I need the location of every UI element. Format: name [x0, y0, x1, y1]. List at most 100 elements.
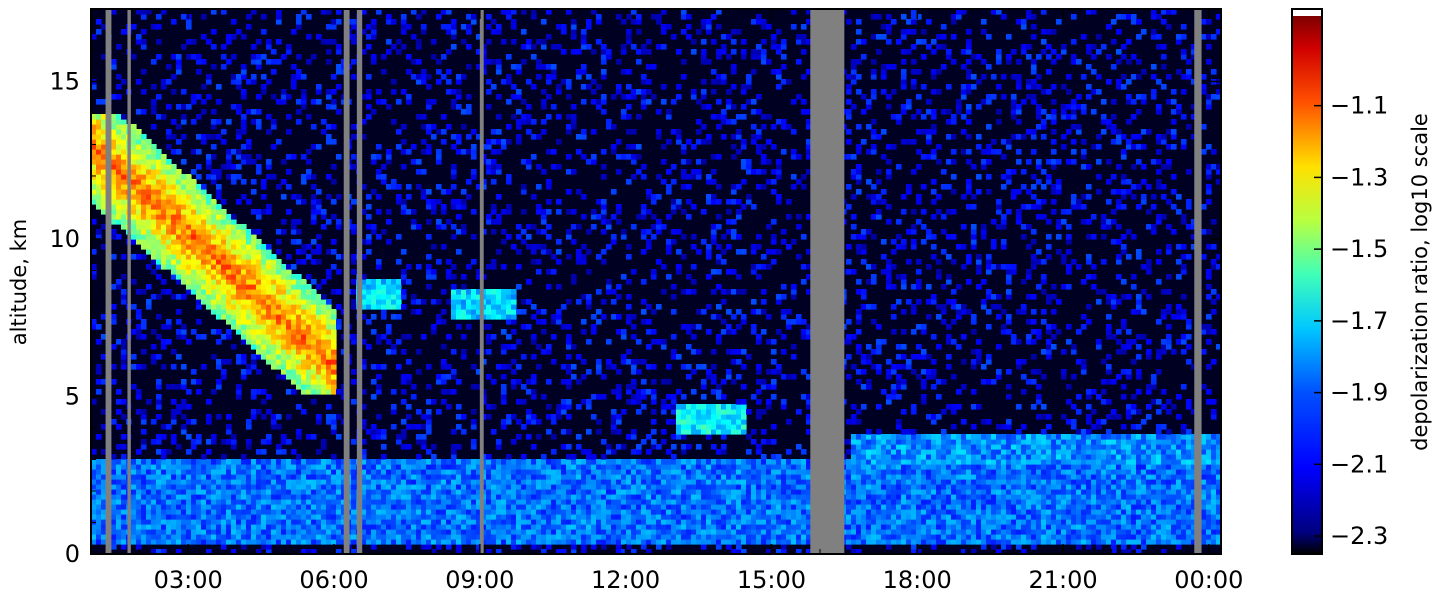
heatmap-cell	[121, 219, 127, 225]
heatmap-cell	[426, 489, 432, 495]
heatmap-cell	[626, 499, 632, 505]
heatmap-cell	[606, 474, 612, 480]
heatmap-cell	[261, 54, 267, 60]
heatmap-cell	[466, 264, 472, 270]
heatmap-cell	[471, 519, 477, 525]
heatmap-cell	[141, 144, 147, 150]
heatmap-cell	[121, 354, 127, 360]
heatmap-cell	[96, 509, 102, 515]
heatmap-cell	[581, 44, 587, 50]
heatmap-cell	[456, 514, 462, 520]
heatmap-cell	[376, 499, 382, 505]
heatmap-cell	[271, 309, 277, 315]
heatmap-cell	[181, 364, 187, 370]
heatmap-cell	[591, 544, 597, 550]
heatmap-cell	[386, 479, 392, 485]
heatmap-cell	[306, 329, 312, 335]
heatmap-cell	[256, 119, 262, 125]
heatmap-cell	[326, 384, 332, 390]
heatmap-cell	[306, 244, 312, 250]
heatmap-cell	[431, 244, 437, 250]
heatmap-cell	[441, 534, 447, 540]
heatmap-cell	[336, 489, 342, 495]
heatmap-cell	[601, 149, 607, 155]
heatmap-cell	[176, 204, 182, 210]
heatmap-cell	[366, 494, 372, 500]
heatmap-cell	[326, 124, 332, 130]
heatmap-cell	[576, 539, 582, 545]
heatmap-cell	[371, 499, 377, 505]
heatmap-cell	[96, 364, 102, 370]
heatmap-cell	[471, 489, 477, 495]
heatmap-cell	[221, 514, 227, 520]
heatmap-cell	[596, 99, 602, 105]
heatmap-cell	[321, 344, 327, 350]
heatmap-cell	[196, 229, 202, 235]
heatmap-cell	[176, 234, 182, 240]
heatmap-cell	[301, 514, 307, 520]
heatmap-cell	[561, 524, 567, 530]
heatmap-cell	[371, 34, 377, 40]
heatmap-cell	[141, 29, 147, 35]
heatmap-cell	[311, 484, 317, 490]
heatmap-cell	[536, 364, 542, 370]
heatmap-cell	[351, 439, 357, 445]
heatmap-cell	[256, 349, 262, 355]
heatmap-cell	[321, 499, 327, 505]
heatmap-cell	[131, 254, 137, 260]
heatmap-cell	[491, 169, 497, 175]
heatmap-cell	[316, 384, 322, 390]
heatmap-cell	[301, 329, 307, 335]
heatmap-cell	[191, 149, 197, 155]
heatmap-cell	[451, 299, 457, 305]
heatmap-cell	[191, 469, 197, 475]
heatmap-cell	[371, 279, 377, 285]
heatmap-cell	[401, 164, 407, 170]
heatmap-cell	[366, 74, 372, 80]
heatmap-cell	[166, 189, 172, 195]
heatmap-cell	[211, 29, 217, 35]
heatmap-cell	[316, 349, 322, 355]
heatmap-cell	[616, 369, 622, 375]
heatmap-cell	[416, 474, 422, 480]
heatmap-cell	[386, 279, 392, 285]
heatmap-cell	[381, 529, 387, 535]
heatmap-cell	[321, 464, 327, 470]
heatmap-cell	[351, 259, 357, 265]
heatmap-cell	[601, 374, 607, 380]
heatmap-cell	[326, 174, 332, 180]
heatmap-cell	[401, 29, 407, 35]
heatmap-cell	[176, 64, 182, 70]
heatmap-cell	[336, 459, 342, 465]
heatmap-cell	[241, 289, 247, 295]
heatmap-cell	[131, 139, 137, 145]
heatmap-cell	[296, 229, 302, 235]
heatmap-cell	[96, 529, 102, 535]
heatmap-cell	[406, 69, 412, 75]
heatmap-cell	[286, 299, 292, 305]
heatmap-cell	[351, 199, 357, 205]
heatmap-cell	[236, 304, 242, 310]
heatmap-cell	[151, 224, 157, 230]
heatmap-cell	[421, 439, 427, 445]
heatmap-cell	[291, 154, 297, 160]
heatmap-cell	[456, 314, 462, 320]
heatmap-cell	[376, 519, 382, 525]
heatmap-cell	[176, 259, 182, 265]
heatmap-cell	[431, 329, 437, 335]
heatmap-cell	[121, 289, 127, 295]
heatmap-cell	[531, 534, 537, 540]
heatmap-cell	[556, 519, 562, 525]
heatmap-cell	[466, 44, 472, 50]
heatmap-cell	[441, 359, 447, 365]
heatmap-cell	[486, 404, 492, 410]
heatmap-cell	[516, 494, 522, 500]
heatmap-cell	[296, 494, 302, 500]
heatmap-cell	[426, 384, 432, 390]
heatmap-cell	[606, 244, 612, 250]
heatmap-cell	[296, 469, 302, 475]
heatmap-cell	[526, 79, 532, 85]
heatmap-cell	[491, 509, 497, 515]
heatmap-cell	[316, 324, 322, 330]
heatmap-cell	[171, 504, 177, 510]
